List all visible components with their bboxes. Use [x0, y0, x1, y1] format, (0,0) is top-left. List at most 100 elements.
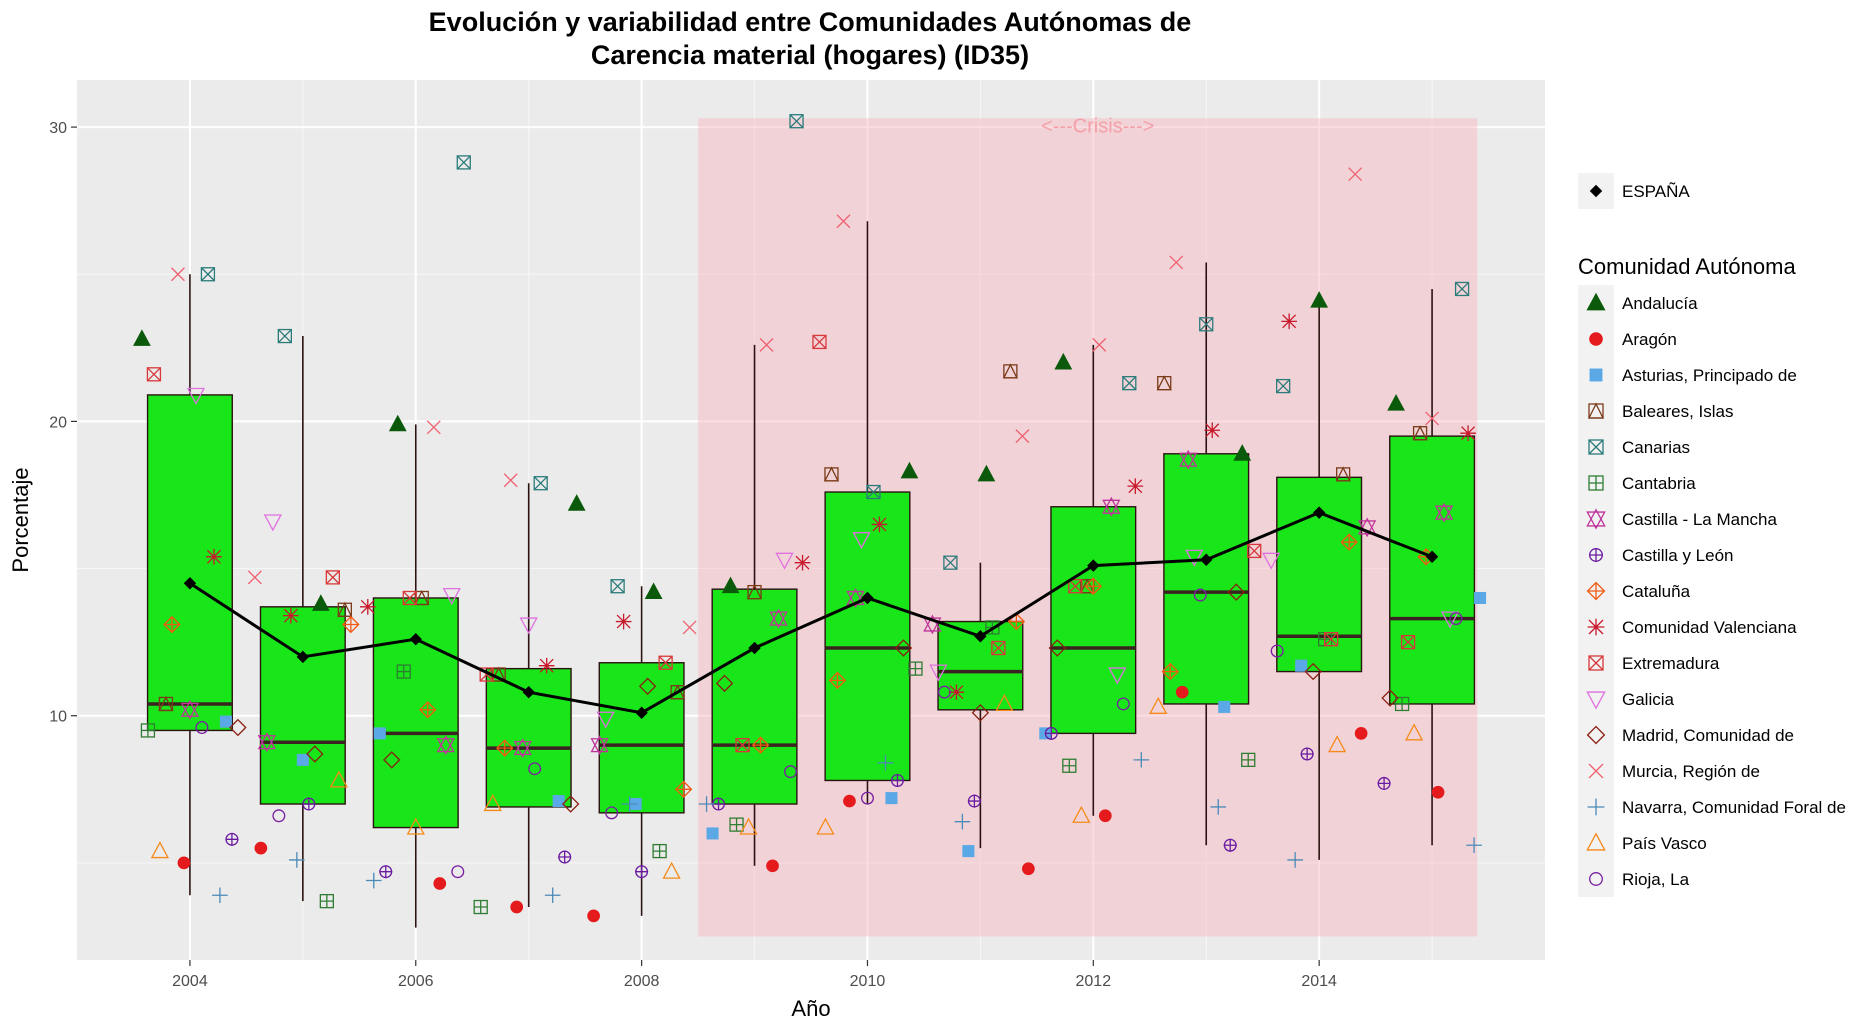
- marker-shape: [1587, 582, 1605, 600]
- point-extremadura-2004: [146, 367, 162, 382]
- espana-point-2008: [635, 706, 648, 719]
- chart-title: Evolución y variabilidad entre Comunidad…: [0, 6, 1620, 72]
- legend-item: Castilla y León: [1578, 537, 1734, 573]
- marker-shape: [698, 796, 715, 812]
- point-extremadura-2005: [325, 570, 340, 585]
- point-madrid-comunidad-de-2008: [638, 677, 657, 696]
- marker-shape: [866, 484, 881, 500]
- point-andaluc-a-2012: [1054, 352, 1073, 370]
- point-andaluc-a-2013: [1233, 444, 1252, 461]
- legend-item: Baleares, Islas: [1578, 393, 1734, 429]
- marker-shape: [1122, 376, 1137, 391]
- point-arag-n-2005: [254, 841, 268, 855]
- point-madrid-comunidad-de-2006: [383, 751, 401, 769]
- marker-shape: [635, 706, 648, 719]
- point-murcia-regi-n-de-2014: [1348, 167, 1363, 182]
- point-baleares-islas-2009: [746, 584, 763, 600]
- legend-label: Castilla y León: [1622, 546, 1734, 565]
- marker-shape: [1156, 375, 1172, 391]
- marker-shape: [538, 657, 555, 674]
- point-cantabria-2006: [396, 664, 411, 679]
- point-baleares-islas-2011: [1002, 363, 1018, 379]
- point-castilla-la-mancha-2013: [1179, 449, 1198, 470]
- box-2009: [711, 344, 798, 866]
- marker-shape: [1054, 352, 1073, 370]
- marker-shape: [675, 781, 692, 798]
- marker-shape: [442, 587, 461, 606]
- marker-shape: [247, 570, 262, 585]
- legend-label-espana: ESPAÑA: [1622, 182, 1690, 201]
- legend-label: Comunidad Valenciana: [1622, 618, 1797, 637]
- point-catalu-a-2013: [1161, 662, 1179, 681]
- point-castilla-y-le-n-2012: [1044, 726, 1058, 740]
- point-pa-s-vasco-2005: [329, 770, 348, 788]
- marker-shape: [1412, 425, 1428, 441]
- point-pa-s-vasco-2004: [150, 841, 170, 859]
- marker-shape: [861, 591, 874, 605]
- marker-shape: [414, 590, 430, 606]
- point-arag-n-2013: [1175, 685, 1189, 699]
- legend-label: Castilla - La Mancha: [1622, 510, 1778, 529]
- point-murcia-regi-n-de-2008: [682, 620, 697, 635]
- marker-shape: [1262, 552, 1281, 570]
- point-madrid-comunidad-de-2012: [1048, 639, 1067, 657]
- marker-shape: [158, 695, 174, 712]
- marker-shape: [943, 555, 958, 570]
- marker-shape: [180, 699, 200, 717]
- marker-shape: [406, 817, 425, 835]
- marker-shape: [206, 548, 222, 565]
- marker-shape: [644, 582, 663, 600]
- marker-shape: [164, 616, 180, 633]
- point-pa-s-vasco-2006: [406, 817, 425, 835]
- espana-point-2005: [296, 650, 310, 664]
- legend-key-marker: [1586, 508, 1606, 530]
- box-rect: [372, 597, 459, 829]
- marker-shape: [1425, 550, 1439, 563]
- marker-shape: [590, 735, 609, 753]
- point-canarias-2015: [1454, 281, 1470, 297]
- point-galicia-2013: [1185, 549, 1204, 567]
- marker-shape: [866, 485, 881, 499]
- legend-label: Galicia: [1622, 690, 1675, 709]
- marker-shape: [200, 267, 216, 282]
- marker-shape: [1434, 505, 1454, 523]
- point-comunidad-valenciana-2006: [359, 599, 376, 615]
- marker-shape: [1589, 332, 1603, 346]
- point-pa-s-vasco-2013: [1149, 696, 1168, 714]
- point-asturias-principado-de-2007: [552, 795, 565, 808]
- espana-point-2007: [522, 685, 535, 699]
- point-catalu-a-2008: [674, 780, 693, 799]
- marker-shape: [1455, 282, 1470, 296]
- point-navarra-comunidad-foral-de-2015: [1466, 837, 1482, 854]
- marker-shape: [1587, 402, 1605, 419]
- point-madrid-comunidad-de-2015: [1381, 689, 1399, 707]
- legend-item: Castilla - La Mancha: [1578, 501, 1778, 537]
- point-rioja-la-2014: [1270, 644, 1284, 658]
- marker-shape: [1466, 837, 1482, 854]
- point-extremadura-2009: [735, 738, 750, 753]
- point-extremadura-2014: [1324, 632, 1339, 647]
- marker-shape: [1068, 579, 1083, 594]
- point-castilla-la-mancha-2005: [257, 732, 276, 753]
- marker-shape: [186, 387, 206, 405]
- point-comunidad-valenciana-2015: [1460, 425, 1476, 441]
- box-2013: [1163, 262, 1250, 846]
- marker-shape: [1179, 449, 1198, 467]
- x-tick-label: 2006: [398, 973, 434, 990]
- point-asturias-principado-de-2010: [885, 792, 898, 805]
- point-castilla-la-mancha-2008: [590, 735, 609, 756]
- marker-shape: [474, 900, 488, 914]
- marker-shape: [306, 745, 324, 763]
- marker-shape: [775, 552, 794, 570]
- marker-shape: [812, 334, 827, 350]
- point-castilla-y-le-n-2005: [302, 797, 316, 811]
- x-tick-label: 2012: [1076, 973, 1112, 990]
- point-rioja-la-2011: [937, 685, 951, 699]
- marker-shape: [277, 328, 292, 344]
- point-murcia-regi-n-de-2005: [247, 570, 262, 585]
- marker-shape: [658, 655, 673, 670]
- marker-shape: [1357, 517, 1377, 535]
- legend-item: País Vasco: [1578, 825, 1707, 861]
- point-castilla-la-mancha-2011: [923, 614, 942, 635]
- marker-shape: [436, 738, 455, 756]
